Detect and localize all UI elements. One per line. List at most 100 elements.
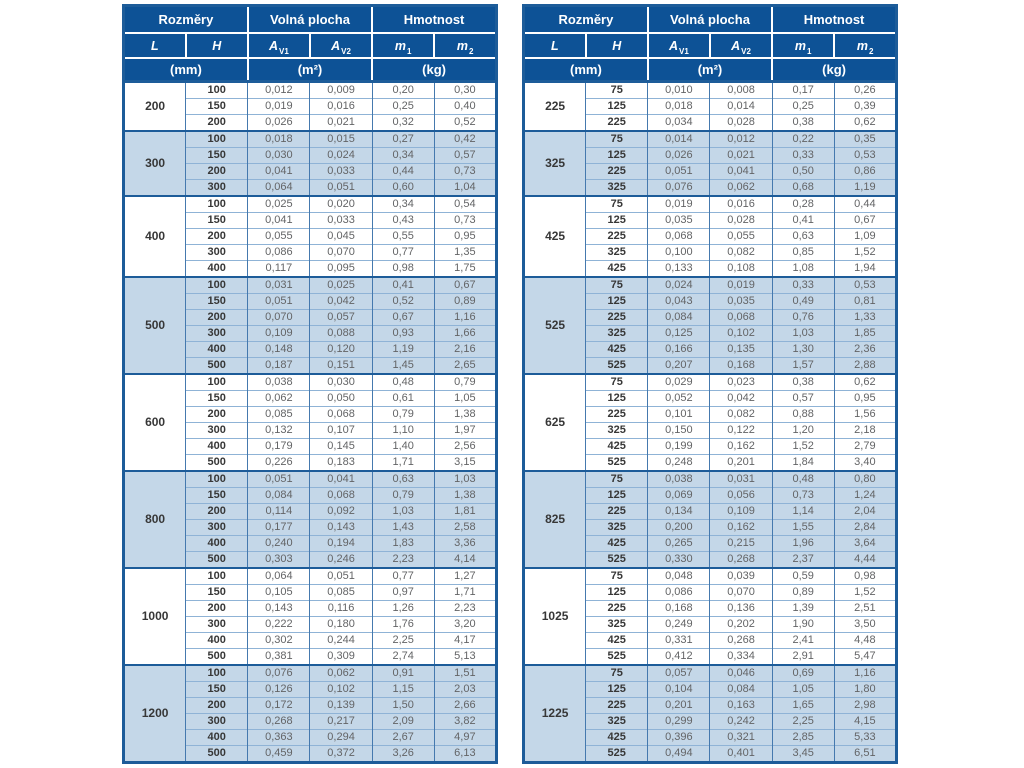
value-cell: 3,40 bbox=[833, 454, 898, 471]
value-cell: 0,222 bbox=[247, 616, 311, 633]
value-cell: 0,033 bbox=[309, 212, 373, 229]
value-cell: 0,035 bbox=[647, 212, 711, 229]
value-cell: 0,151 bbox=[309, 357, 373, 374]
value-cell: 0,401 bbox=[709, 745, 773, 763]
value-cell: 0,207 bbox=[647, 357, 711, 374]
value-cell: 0,056 bbox=[709, 487, 773, 504]
value-cell: 0,242 bbox=[709, 713, 773, 730]
value-cell: 0,163 bbox=[709, 697, 773, 714]
table-row: 300 0,132 0,107 1,10 1,97 bbox=[124, 422, 498, 439]
value-cell: 0,009 bbox=[309, 80, 373, 99]
value-cell: 0,021 bbox=[309, 114, 373, 131]
value-cell: 2,25 bbox=[771, 713, 835, 730]
dimension-l-cell: 300 bbox=[122, 130, 187, 196]
value-cell: 2,18 bbox=[833, 422, 898, 439]
dimension-h-cell: 100 bbox=[185, 195, 249, 213]
table-row: 200 0,085 0,068 0,79 1,38 bbox=[124, 406, 498, 423]
value-cell: 0,068 bbox=[309, 487, 373, 504]
table-row: 225 0,034 0,028 0,38 0,62 bbox=[524, 114, 898, 131]
dimension-l-cell: 1225 bbox=[522, 664, 587, 763]
value-cell: 0,246 bbox=[309, 551, 373, 568]
value-cell: 0,39 bbox=[833, 98, 898, 115]
value-cell: 0,030 bbox=[309, 373, 373, 391]
value-cell: 3,26 bbox=[371, 745, 435, 763]
table-row: 500 100 0,031 0,025 0,41 0,67 bbox=[122, 276, 498, 374]
value-cell: 0,041 bbox=[309, 470, 373, 488]
table-row: 500 0,303 0,246 2,23 4,14 bbox=[124, 551, 498, 568]
value-cell: 0,265 bbox=[647, 535, 711, 552]
dimension-h-cell: 150 bbox=[185, 584, 249, 601]
value-cell: 1,16 bbox=[833, 664, 898, 682]
value-cell: 0,064 bbox=[247, 567, 311, 585]
table-row: 625 75 0,029 0,023 0,38 0,62 bbox=[522, 373, 898, 471]
value-cell: 0,68 bbox=[771, 179, 835, 196]
value-cell: 0,60 bbox=[371, 179, 435, 196]
value-cell: 1,38 bbox=[433, 487, 498, 504]
dimension-h-cell: 525 bbox=[585, 551, 649, 568]
dimension-h-cell: 150 bbox=[185, 293, 249, 310]
value-cell: 0,17 bbox=[771, 80, 835, 99]
value-cell: 0,008 bbox=[709, 80, 773, 99]
dimension-h-cell: 75 bbox=[585, 130, 649, 148]
table-row: 200 0,041 0,033 0,44 0,73 bbox=[124, 163, 498, 180]
value-cell: 1,75 bbox=[433, 260, 498, 277]
table-row: 125 0,086 0,070 0,89 1,52 bbox=[524, 584, 898, 601]
value-cell: 0,070 bbox=[247, 309, 311, 326]
value-cell: 0,89 bbox=[433, 293, 498, 310]
value-cell: 0,77 bbox=[371, 244, 435, 261]
value-cell: 0,062 bbox=[709, 179, 773, 196]
value-cell: 0,67 bbox=[833, 212, 898, 229]
value-cell: 0,052 bbox=[647, 390, 711, 407]
dimension-h-cell: 200 bbox=[185, 697, 249, 714]
value-cell: 0,148 bbox=[247, 341, 311, 358]
value-cell: 0,116 bbox=[309, 600, 373, 617]
table-row: 125 0,035 0,028 0,41 0,67 bbox=[524, 212, 898, 229]
value-cell: 0,051 bbox=[309, 179, 373, 196]
value-cell: 0,334 bbox=[709, 648, 773, 665]
table-row: 325 0,076 0,062 0,68 1,19 bbox=[524, 179, 898, 196]
value-cell: 1,40 bbox=[371, 438, 435, 455]
value-cell: 1,52 bbox=[833, 584, 898, 601]
value-cell: 0,187 bbox=[247, 357, 311, 374]
value-cell: 0,038 bbox=[247, 373, 311, 391]
value-cell: 4,97 bbox=[433, 729, 498, 746]
column-header-l: L bbox=[122, 32, 187, 59]
dimension-h-cell: 75 bbox=[585, 664, 649, 682]
value-cell: 0,85 bbox=[771, 244, 835, 261]
symbol-a: A bbox=[331, 38, 341, 53]
value-cell: 0,172 bbox=[247, 697, 311, 714]
dimension-h-cell: 300 bbox=[185, 616, 249, 633]
value-cell: 0,019 bbox=[647, 195, 711, 213]
dimension-l-cell: 1200 bbox=[122, 664, 187, 763]
dimension-l-cell: 200 bbox=[122, 80, 187, 131]
value-cell: 0,77 bbox=[371, 567, 435, 585]
value-cell: 0,183 bbox=[309, 454, 373, 471]
table-row: 325 75 0,014 0,012 0,22 0,35 bbox=[522, 130, 898, 196]
table-row: 225 0,101 0,082 0,88 1,56 bbox=[524, 406, 898, 423]
dimension-h-cell: 225 bbox=[585, 697, 649, 714]
value-cell: 0,201 bbox=[709, 454, 773, 471]
value-cell: 0,095 bbox=[309, 260, 373, 277]
value-cell: 1,03 bbox=[371, 503, 435, 520]
value-cell: 0,200 bbox=[647, 519, 711, 536]
value-cell: 0,064 bbox=[247, 179, 311, 196]
value-cell: 0,79 bbox=[433, 373, 498, 391]
header-free-area: Volná plocha bbox=[246, 4, 374, 34]
table-row: 125 0,043 0,035 0,49 0,81 bbox=[524, 293, 898, 310]
value-cell: 0,062 bbox=[247, 390, 311, 407]
value-cell: 0,057 bbox=[309, 309, 373, 326]
table-row: 825 75 0,038 0,031 0,48 0,80 bbox=[522, 470, 898, 568]
column-header-m1: m1 bbox=[771, 32, 836, 59]
value-cell: 0,023 bbox=[709, 373, 773, 391]
unit-m2: (m²) bbox=[646, 57, 774, 83]
value-cell: 0,050 bbox=[309, 390, 373, 407]
dimension-l-cell: 525 bbox=[522, 276, 587, 374]
dimension-h-cell: 150 bbox=[185, 681, 249, 698]
dimension-h-cell: 500 bbox=[185, 648, 249, 665]
value-cell: 0,024 bbox=[309, 147, 373, 164]
value-cell: 1,65 bbox=[771, 697, 835, 714]
dimension-h-cell: 100 bbox=[185, 130, 249, 148]
dimension-h-cell: 200 bbox=[185, 600, 249, 617]
value-cell: 0,143 bbox=[247, 600, 311, 617]
table-row: 225 0,084 0,068 0,76 1,33 bbox=[524, 309, 898, 326]
